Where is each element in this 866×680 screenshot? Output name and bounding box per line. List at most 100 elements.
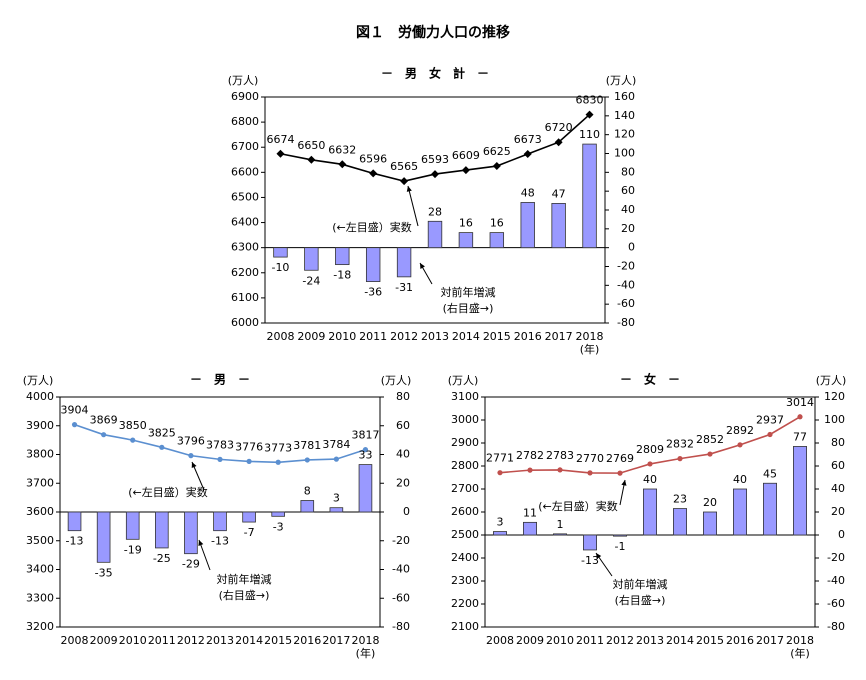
x-tick-label: 2011 [359, 330, 387, 343]
y-tick-label: 2100 [451, 620, 479, 633]
y2-unit: (万人) [381, 374, 412, 387]
line-label: 6593 [421, 153, 449, 166]
bar-series-name: 対前年増減 [613, 577, 668, 591]
line-series-name: (←左目盛）実数 [538, 499, 618, 513]
bar [67, 511, 82, 532]
x-tick-label: 2015 [696, 634, 724, 647]
marker [797, 414, 803, 420]
marker [527, 467, 533, 473]
bar [427, 220, 443, 249]
y-tick-label: 3400 [26, 563, 54, 576]
line-label: 3796 [177, 435, 205, 448]
y2-unit: (万人) [606, 74, 637, 87]
y-tick-label: 2800 [451, 459, 479, 472]
line-label: 6674 [266, 133, 294, 146]
bar-label: 47 [552, 187, 566, 200]
marker [585, 110, 594, 119]
y2-tick-label: -20 [827, 551, 845, 564]
y-tick-label: 6400 [231, 216, 259, 229]
bar [643, 488, 658, 536]
x-tick-label: 2013 [206, 634, 234, 647]
y2-tick-label: -80 [827, 620, 845, 633]
y2-tick-label: 0 [403, 505, 410, 518]
bar-label: 110 [579, 128, 600, 141]
bar [520, 202, 535, 249]
bar-label: 33 [358, 449, 372, 462]
line-label: 6625 [483, 145, 511, 158]
x-tick-label: 2018 [786, 634, 814, 647]
y2-tick-label: 80 [396, 390, 410, 403]
bar [582, 143, 597, 249]
bar-label: 40 [643, 473, 657, 486]
y2-tick-label: 60 [621, 184, 635, 197]
x-unit: (年) [790, 646, 810, 660]
y2-tick-label: -20 [617, 260, 635, 273]
line-label: 2892 [726, 424, 754, 437]
bar [329, 507, 344, 513]
y-tick-label: 6700 [231, 140, 259, 153]
line-label: 2809 [636, 443, 664, 456]
y2-tick-label: 40 [831, 482, 845, 495]
marker [369, 169, 378, 178]
x-tick-label: 2015 [264, 634, 292, 647]
line-label: 2832 [666, 438, 694, 451]
y-tick-label: 6200 [231, 266, 259, 279]
bar-label: -10 [271, 261, 289, 274]
y-tick-label: 6100 [231, 291, 259, 304]
x-tick-label: 2016 [293, 634, 321, 647]
bar [304, 247, 319, 271]
marker [307, 155, 316, 164]
bar-label: 3 [333, 492, 340, 505]
y-tick-label: 2600 [451, 505, 479, 518]
bar-label: 11 [523, 506, 537, 519]
bar [184, 511, 198, 555]
bar [489, 232, 505, 249]
bar-series-name: 対前年増減 [441, 285, 496, 299]
x-tick-label: 2010 [119, 634, 147, 647]
y-tick-label: 2400 [451, 551, 479, 564]
y2-tick-label: 0 [628, 241, 635, 254]
line-label: 2783 [546, 449, 574, 462]
x-tick-label: 2013 [421, 330, 449, 343]
y-tick-label: 2300 [451, 574, 479, 587]
bar-label: 16 [459, 217, 473, 230]
bar [551, 203, 566, 249]
marker [188, 453, 194, 459]
chart-title: － 女 － [620, 372, 680, 387]
marker [707, 451, 713, 457]
y-tick-label: 6000 [231, 316, 259, 329]
y2-tick-label: 60 [396, 419, 410, 432]
bar [213, 511, 227, 532]
line-label: 6632 [328, 143, 356, 156]
line-label: 6596 [359, 152, 387, 165]
y2-tick-label: 100 [824, 413, 845, 426]
arrow-head [191, 462, 197, 468]
bar-series-note: (右目盛→) [443, 301, 494, 315]
chart-title: － 男 － [190, 373, 250, 387]
y2-tick-label: 80 [621, 165, 635, 178]
y-tick-label: 2200 [451, 597, 479, 610]
y-unit: (万人) [448, 374, 479, 387]
bar [553, 533, 568, 536]
y2-tick-label: 100 [614, 147, 635, 160]
marker [431, 170, 439, 179]
line-label: 2771 [486, 452, 514, 465]
bar [300, 500, 315, 513]
bar-label: -13 [211, 535, 229, 548]
y-tick-label: 3500 [26, 534, 54, 547]
bar [365, 247, 381, 282]
arrow-head [198, 540, 204, 546]
bar-label: -29 [182, 558, 200, 571]
y2-tick-label: 20 [831, 505, 845, 518]
y-unit: (万人) [23, 374, 54, 387]
x-tick-label: 2009 [516, 634, 544, 647]
bar [492, 531, 507, 536]
line-label: 3904 [61, 404, 89, 417]
arrow-head [406, 186, 412, 192]
line-label: 2769 [606, 452, 634, 465]
bar-label: -13 [66, 535, 84, 548]
bar [242, 511, 256, 523]
x-tick-label: 2015 [483, 330, 511, 343]
